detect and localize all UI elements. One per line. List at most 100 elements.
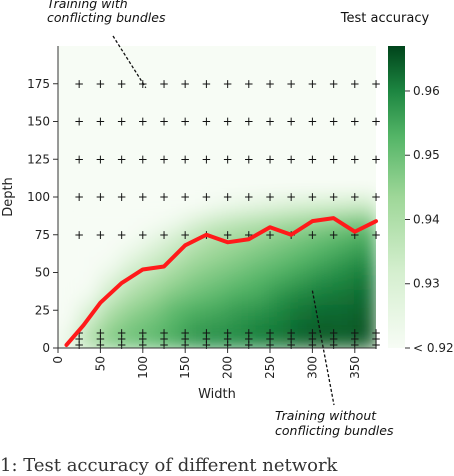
heatmap-cell: [120, 226, 144, 244]
heatmap-cell: [163, 316, 187, 334]
heatmap-cell: [311, 256, 335, 274]
heatmap-cell: [163, 301, 187, 319]
plus-marker: +: [286, 332, 296, 346]
heatmap-cell: [332, 256, 356, 274]
plus-marker: +: [95, 326, 105, 340]
colorbar-tick-label: 0.93: [413, 277, 440, 291]
plus-marker: +: [286, 152, 296, 166]
heatmap-cell: [99, 196, 123, 214]
plus-marker: +: [329, 115, 339, 129]
heatmap-cell: [141, 301, 165, 319]
heatmap-cell: [163, 226, 187, 244]
plus-marker: +: [329, 228, 339, 242]
plus-marker: +: [329, 332, 339, 346]
plus-marker: +: [329, 77, 339, 91]
heatmap-cell: [269, 316, 293, 334]
heatmap-cell: [226, 271, 250, 289]
plus-marker: +: [201, 338, 211, 352]
plus-marker: +: [138, 190, 148, 204]
heatmap-cell: [247, 271, 271, 289]
heatmap-cell: [78, 331, 102, 348]
plus-marker: +: [180, 332, 190, 346]
x-tick-label: 0: [51, 356, 65, 364]
heatmap-cell: [269, 211, 293, 229]
heatmap-cell: [120, 286, 144, 304]
heatmap-cell: [269, 241, 293, 259]
x-axis-label: Width: [198, 387, 236, 402]
plus-marker: +: [307, 190, 317, 204]
heatmap-cell: [120, 241, 144, 259]
y-tick-label: 125: [27, 152, 50, 166]
plus-marker: +: [286, 77, 296, 91]
plus-marker: +: [159, 190, 169, 204]
plus-marker: +: [307, 332, 317, 346]
y-axis-ticks: 0 25 50 75 100 125 150 175: [27, 77, 58, 355]
figure-caption: 1: Test accuracy of different network: [0, 456, 338, 476]
plus-marker: +: [95, 338, 105, 352]
plus-marker: +: [201, 152, 211, 166]
colorbar-ticks: < 0.92 0.93 0.94 0.95 0.96: [405, 84, 454, 355]
heatmap-cell: [184, 331, 208, 348]
heatmap-cell: [290, 196, 314, 214]
plus-marker: +: [223, 332, 233, 346]
heatmap-cell: [184, 301, 208, 319]
plus-marker: +: [265, 152, 275, 166]
annotation-bottom-text: Training without: [275, 408, 377, 423]
heatmap-cell: [163, 211, 187, 229]
heatmap-cell: [163, 241, 187, 259]
y-tick-label: 175: [27, 77, 50, 91]
plus-marker: +: [371, 115, 381, 129]
plus-marker: +: [371, 338, 381, 352]
heatmap-cell: [141, 286, 165, 304]
heatmap-cell: [78, 256, 102, 274]
plus-marker: +: [201, 115, 211, 129]
heatmap-cell: [353, 271, 376, 289]
plus-marker: +: [138, 326, 148, 340]
chart: + + + + + + + + + + + + + ++ + + + + + + + + + + + + + ++ + + + + + + + + + +…: [1, 0, 454, 438]
heatmap-cell: [226, 286, 250, 304]
colorbar-title: Test accuracy: [340, 11, 430, 26]
heatmap-cell: [58, 301, 81, 319]
heatmap-cell: [141, 316, 165, 334]
plus-marker: +: [180, 115, 190, 129]
plus-marker: +: [95, 332, 105, 346]
heatmap: [58, 196, 376, 348]
heatmap-cell: [205, 241, 229, 259]
plus-marker: +: [329, 152, 339, 166]
heatmap-cell: [141, 331, 165, 348]
heatmap-cell: [311, 286, 335, 304]
x-tick-label: 300: [305, 356, 319, 379]
plus-marker: +: [265, 332, 275, 346]
plus-marker: +: [371, 332, 381, 346]
plus-marker: +: [350, 338, 360, 352]
heatmap-cell: [163, 286, 187, 304]
heatmap-cell: [205, 256, 229, 274]
heatmap-cell: [163, 196, 187, 214]
annotation-top-text: conflicting bundles: [47, 10, 166, 25]
colorbar-tick-label: < 0.92: [413, 341, 454, 355]
plus-marker: +: [138, 228, 148, 242]
plus-marker: +: [244, 338, 254, 352]
heatmap-cell: [269, 271, 293, 289]
heatmap-cell: [120, 271, 144, 289]
heatmap-cell: [141, 241, 165, 259]
plus-marker: +: [74, 332, 84, 346]
plus-marker: +: [117, 77, 127, 91]
y-axis-label: Depth: [1, 177, 16, 217]
colorbar-tick-label: 0.96: [413, 84, 440, 98]
heatmap-cell: [78, 271, 102, 289]
heatmap-cell: [120, 211, 144, 229]
plus-marker: +: [286, 326, 296, 340]
heatmap-cell: [141, 196, 165, 214]
heatmap-cell: [269, 196, 293, 214]
plus-marker: +: [371, 152, 381, 166]
heatmap-cell: [247, 211, 271, 229]
plus-marker: +: [307, 338, 317, 352]
heatmap-cell: [332, 286, 356, 304]
plus-marker: +: [95, 228, 105, 242]
heatmap-cell: [184, 271, 208, 289]
plus-marker: +: [223, 115, 233, 129]
heatmap-cell: [311, 271, 335, 289]
plus-marker: +: [265, 77, 275, 91]
